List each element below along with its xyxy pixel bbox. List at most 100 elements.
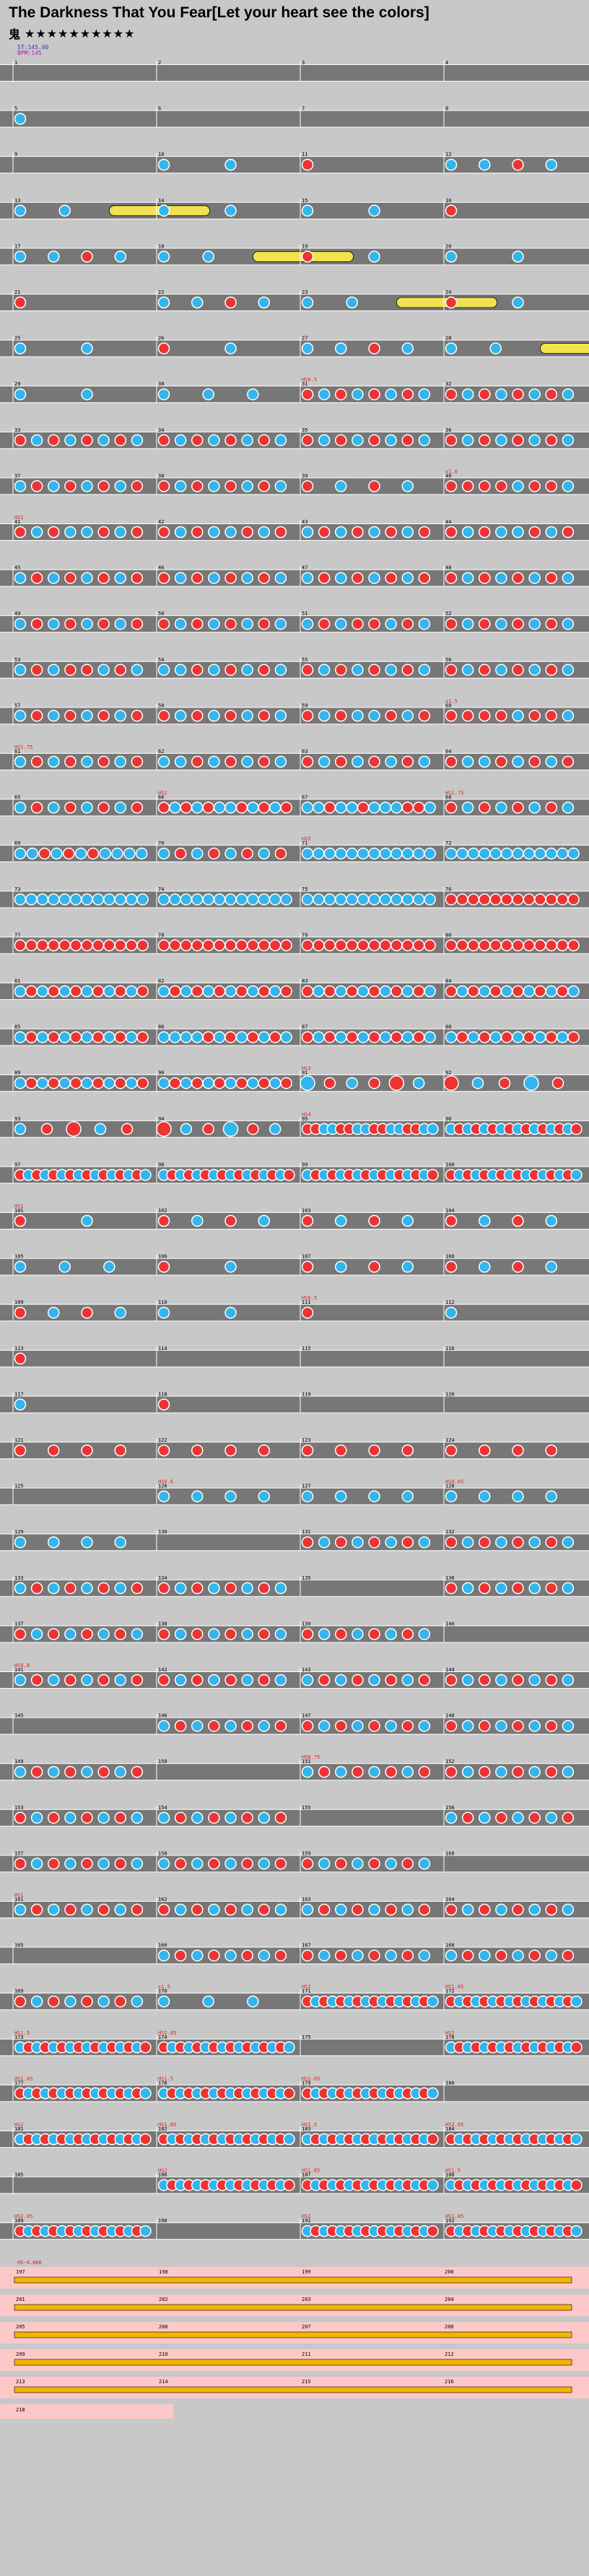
note-lane <box>0 1764 589 1780</box>
ka-note <box>48 1536 60 1549</box>
don-note <box>401 801 414 814</box>
measure-number: 105 <box>14 1254 24 1260</box>
ka-note <box>479 1261 491 1273</box>
balloon-bar <box>14 2276 572 2284</box>
ka-note <box>335 1261 347 1273</box>
measure-number: 48 <box>445 565 451 571</box>
ka-note <box>30 1628 43 1640</box>
ka-note <box>401 1214 414 1227</box>
ka-note <box>528 572 541 584</box>
don-note <box>131 1903 144 1916</box>
don-note <box>202 1031 214 1043</box>
don-note <box>63 847 75 860</box>
don-note <box>280 801 292 814</box>
measure-number: 119 <box>302 1391 311 1397</box>
don-note <box>136 939 149 952</box>
don-note <box>224 434 237 447</box>
measure-number: 206 <box>159 2324 168 2330</box>
don-note <box>174 1720 187 1732</box>
ka-note <box>30 1811 43 1824</box>
don-note <box>157 1582 170 1595</box>
don-note <box>445 1765 458 1778</box>
note-lane <box>0 1947 589 1964</box>
ka-note <box>335 572 347 584</box>
ka-note <box>202 388 214 401</box>
ka-note <box>157 158 170 171</box>
measure-number: 142 <box>158 1667 167 1673</box>
don-note <box>157 480 170 492</box>
don-note <box>445 1903 458 1916</box>
ka-note <box>269 893 282 906</box>
don-note <box>556 939 569 952</box>
don-note <box>69 939 82 952</box>
ka-note <box>456 985 468 998</box>
note-lane <box>0 1396 589 1413</box>
don-note <box>335 755 347 768</box>
don-note <box>385 1674 397 1687</box>
ka-note <box>301 1765 314 1778</box>
note-lane <box>0 891 589 908</box>
scroll-speed-label: HS1.5 <box>14 2030 30 2036</box>
don-note <box>81 1306 93 1319</box>
ka-note <box>191 1811 204 1824</box>
don-note <box>241 1949 253 1962</box>
don-note <box>445 572 458 584</box>
start-label: ST:145.00 <box>17 44 49 51</box>
don-note <box>567 1031 580 1043</box>
don-note <box>368 1444 380 1457</box>
don-note <box>97 1582 110 1595</box>
don-note <box>545 434 557 447</box>
measure-number: 137 <box>14 1621 24 1627</box>
don-note <box>352 526 364 539</box>
ka-note <box>274 434 287 447</box>
ka-note <box>562 801 575 814</box>
don-note <box>274 1949 287 1962</box>
ka-note <box>48 480 60 492</box>
don-note <box>169 1076 181 1089</box>
measure-number: 168 <box>445 1943 455 1949</box>
ka-note <box>512 1031 524 1043</box>
ka-note <box>412 847 425 860</box>
ka-note <box>103 1031 115 1043</box>
ka-note <box>318 755 331 768</box>
ka-note <box>335 342 347 354</box>
don-note <box>523 939 536 952</box>
measure-number: 117 <box>14 1391 24 1397</box>
don-note <box>114 1444 126 1457</box>
don-note <box>318 1674 331 1687</box>
ka-note <box>512 1811 524 1824</box>
ka-note <box>528 1765 541 1778</box>
measure-number: 102 <box>158 1208 167 1214</box>
ka-note <box>418 1720 431 1732</box>
ka-note <box>191 1720 204 1732</box>
don-note <box>512 893 524 906</box>
don-note <box>418 1903 431 1916</box>
ka-note <box>174 663 187 676</box>
scroll-speed-label: HS0.5 <box>302 377 317 383</box>
ka-note <box>139 2087 152 2099</box>
measure-number: 201 <box>16 2297 25 2302</box>
measure-number: 3 <box>302 60 305 66</box>
measure-number: 173 <box>14 2035 24 2040</box>
scroll-speed-label: HS1.5 <box>445 2168 461 2174</box>
ka-note <box>368 526 380 539</box>
measure-number: 83 <box>302 978 307 984</box>
don-note <box>258 617 270 630</box>
big-don-note <box>66 1121 82 1137</box>
don-note <box>48 985 60 998</box>
ka-note <box>545 1214 557 1227</box>
ka-note <box>48 572 60 584</box>
ka-note <box>352 755 364 768</box>
ka-note <box>418 434 431 447</box>
ka-note <box>479 1811 491 1824</box>
ka-note <box>30 1995 43 2008</box>
measure-number: 85 <box>14 1024 20 1030</box>
don-note <box>157 1444 170 1457</box>
measure-number: 23 <box>302 290 307 295</box>
don-note <box>445 663 458 676</box>
don-note <box>191 617 204 630</box>
measure-number: 202 <box>159 2297 168 2302</box>
scroll-speed-label: HS1.85 <box>445 2214 463 2219</box>
ka-note <box>114 1903 126 1916</box>
measure-number: 179 <box>302 2080 311 2086</box>
